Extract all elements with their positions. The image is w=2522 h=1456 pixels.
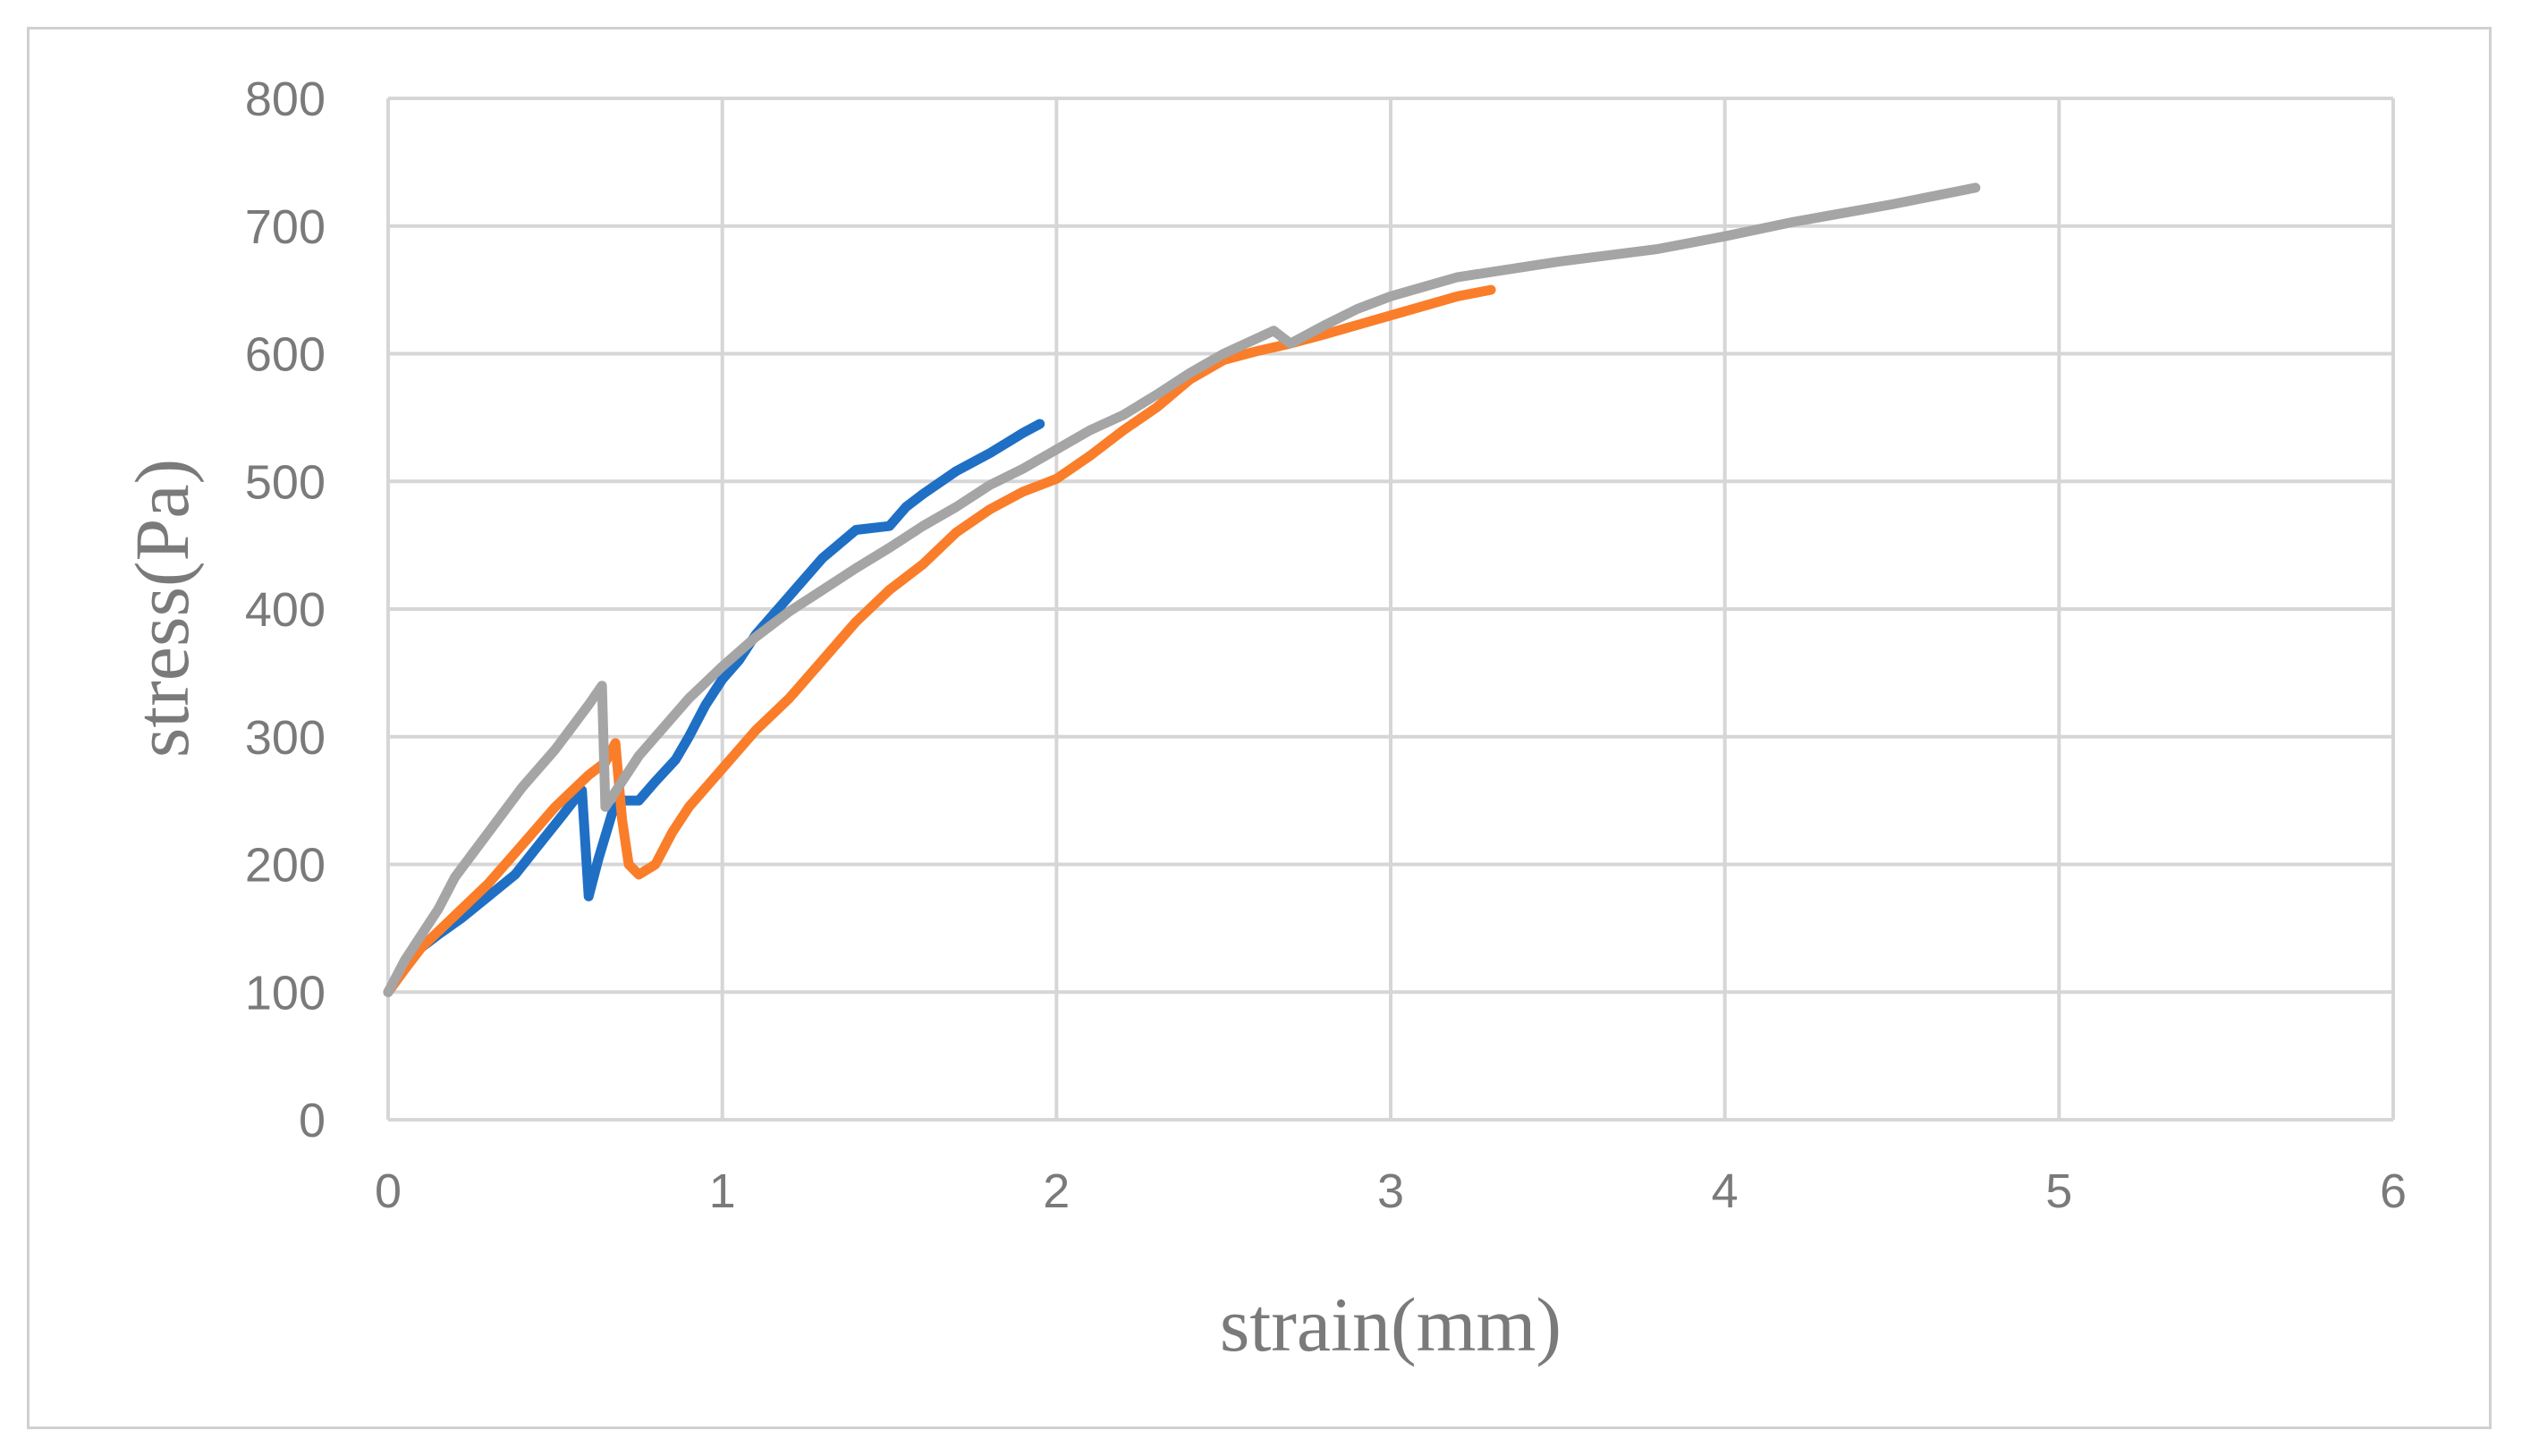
y-tick-label: 700 [245, 200, 326, 254]
y-axis-label: stress(Pa) [119, 459, 205, 758]
tick-labels: 0 1 2 3 4 5 6 0 100 200 300 400 500 600 700 800 [245, 72, 2407, 1218]
series-line-1 [383, 419, 1045, 997]
x-tick-label: 2 [1043, 1164, 1070, 1218]
series-line-2 [383, 284, 1496, 997]
chart-frame [27, 27, 2492, 1429]
y-tick-label: 100 [245, 966, 326, 1020]
y-tick-label: 400 [245, 583, 326, 637]
x-tick-label: 5 [2045, 1164, 2072, 1218]
x-tick-label: 0 [375, 1164, 402, 1218]
grid-lines [388, 97, 2395, 1120]
x-tick-label: 6 [2380, 1164, 2407, 1218]
y-tick-label: 0 [299, 1094, 326, 1147]
axes [386, 98, 2393, 1122]
series-lines [383, 182, 1981, 997]
series-line-3 [383, 182, 1981, 997]
y-tick-label: 800 [245, 72, 326, 126]
x-tick-label: 1 [709, 1164, 736, 1218]
y-tick-label: 600 [245, 328, 326, 382]
y-tick-label: 300 [245, 711, 326, 765]
y-tick-label: 200 [245, 839, 326, 893]
x-tick-label: 3 [1377, 1164, 1404, 1218]
x-axis-label: strain(mm) [1220, 1282, 1561, 1367]
y-tick-label: 500 [245, 455, 326, 509]
x-tick-label: 4 [1712, 1164, 1739, 1218]
